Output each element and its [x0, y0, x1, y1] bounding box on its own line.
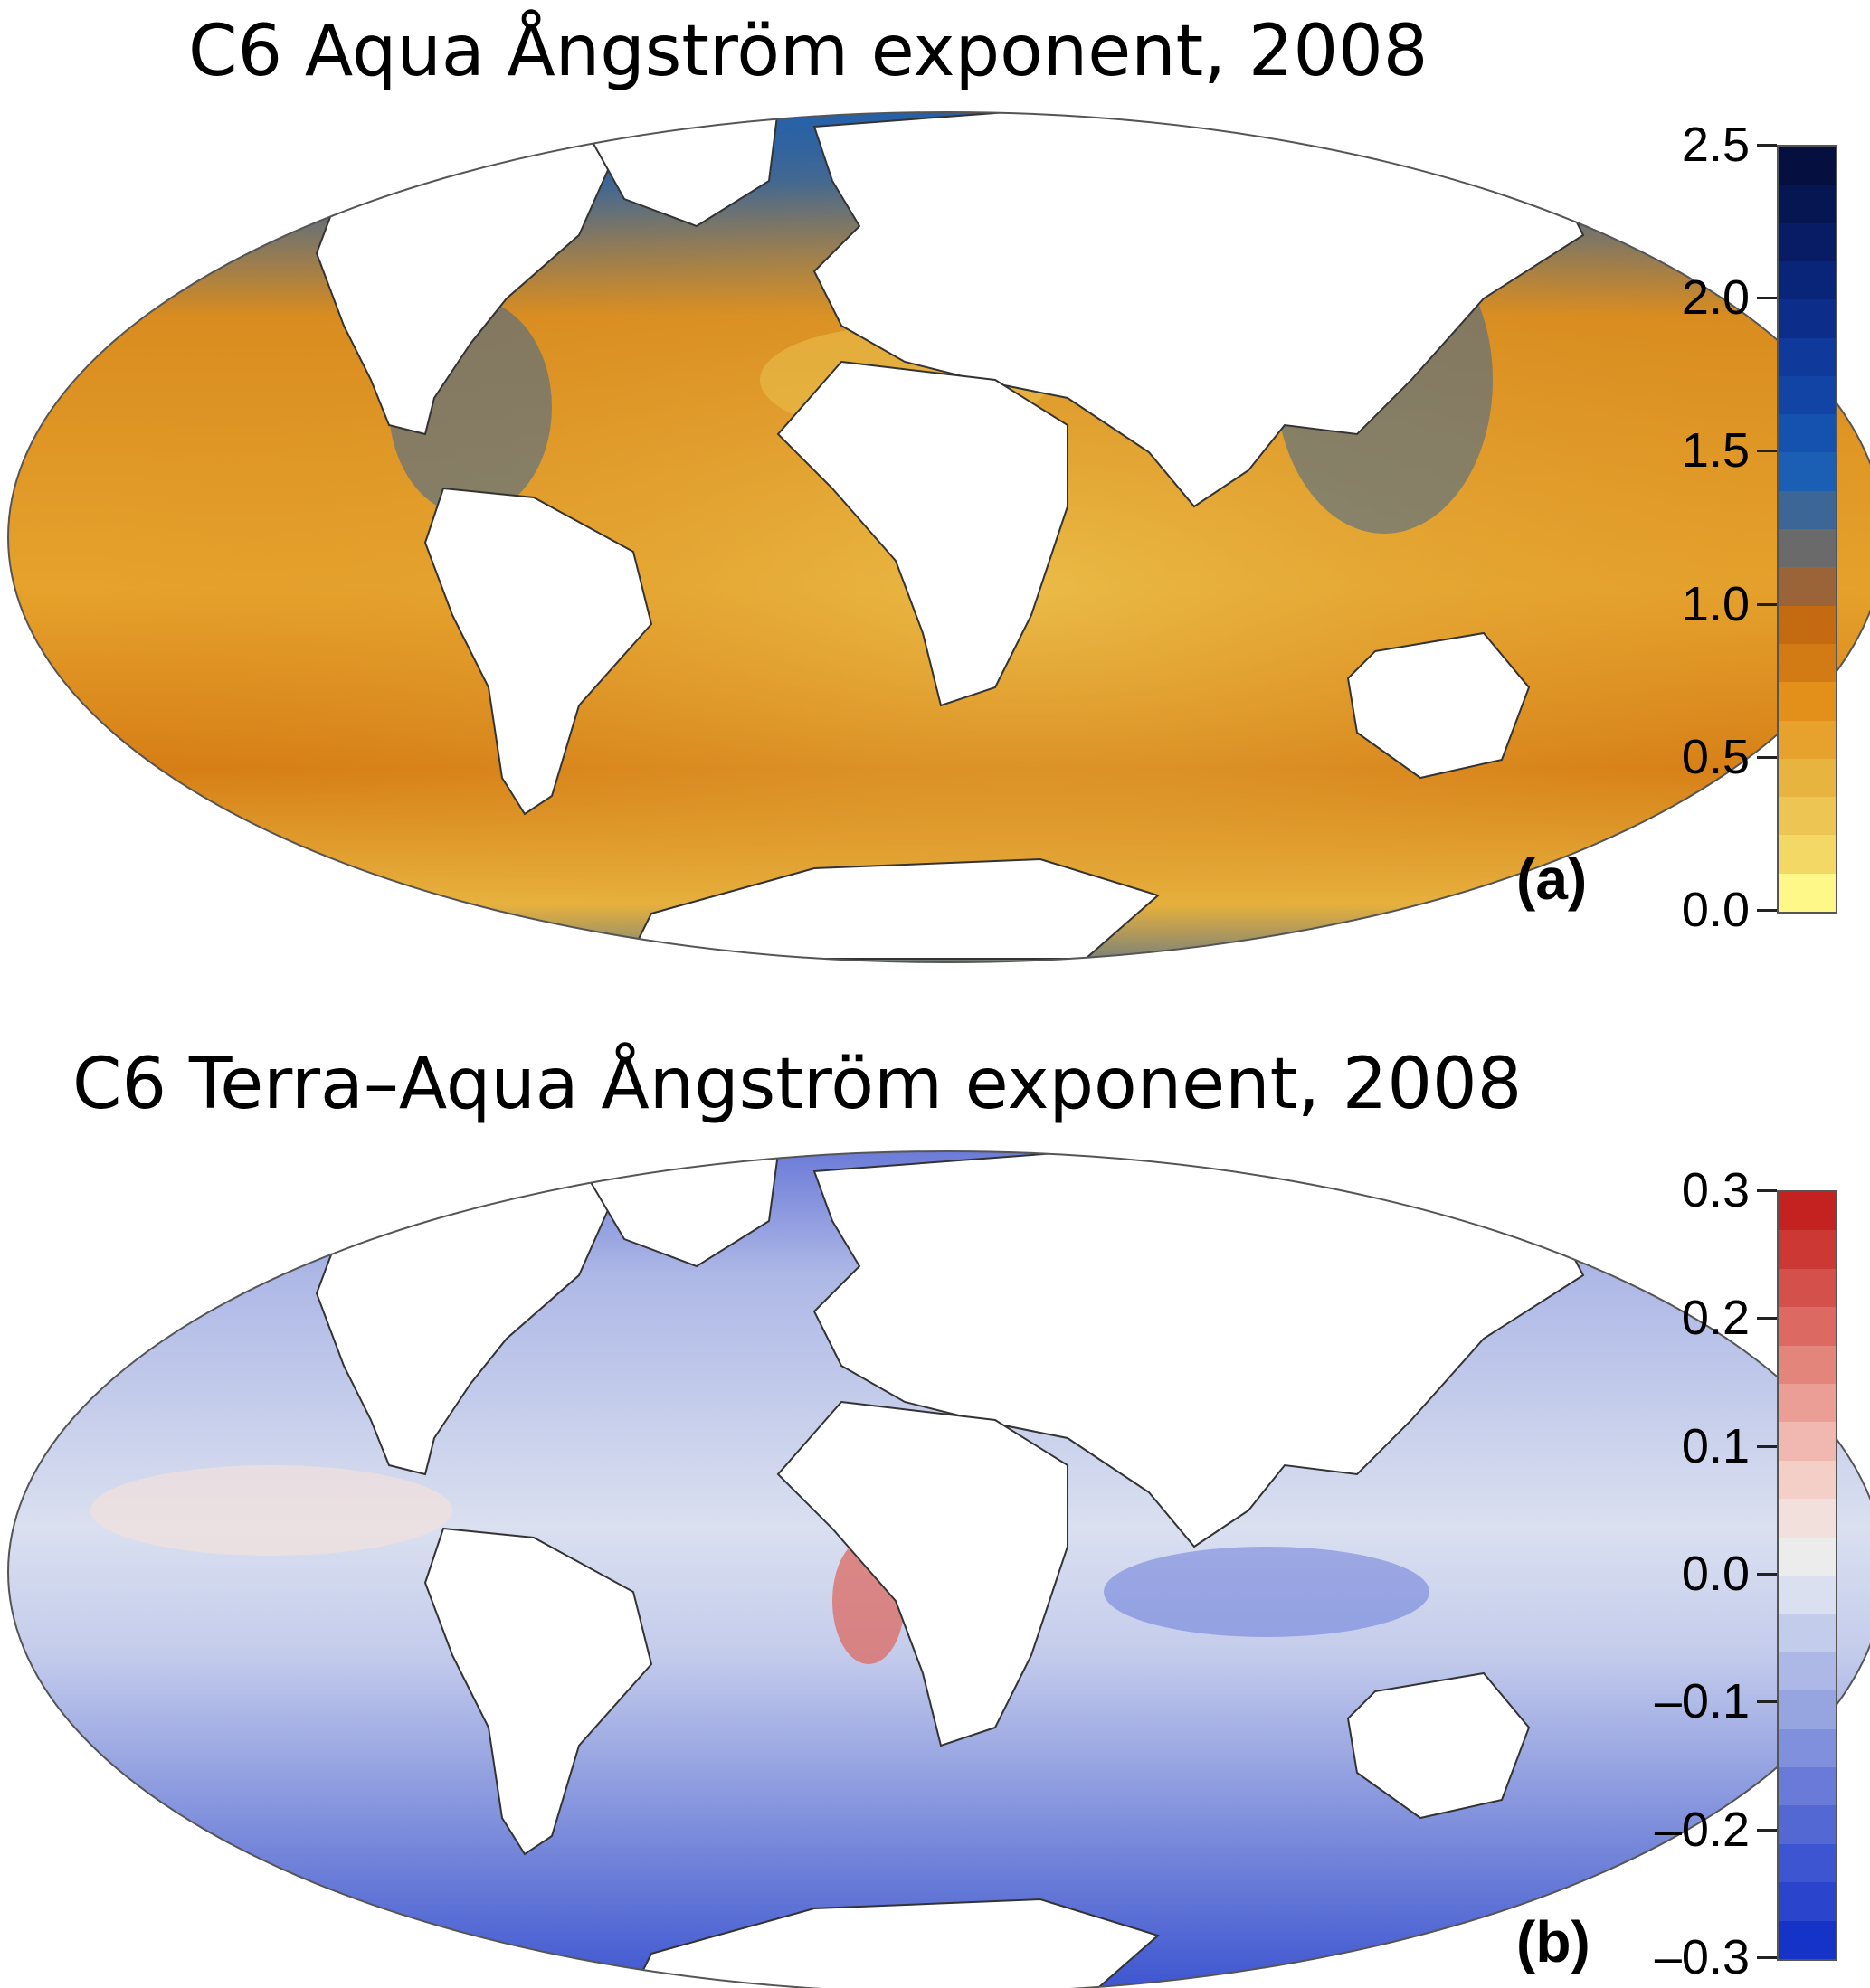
panel-b-colorbar-segment — [1779, 1652, 1836, 1691]
panel-a-colorbar-segment — [1779, 605, 1836, 644]
panel-a-colorbar-tick — [1757, 755, 1777, 759]
panel-a-colorbar-segment — [1779, 222, 1836, 261]
panel-a-map — [7, 111, 1870, 963]
panel-a-colorbar-tick-label: 1.0 — [1681, 576, 1750, 631]
panel-b-colorbar-tick — [1757, 1317, 1777, 1321]
panel-b-colorbar-segment — [1779, 1920, 1836, 1959]
panel-b-colorbar-tick-label: –0.1 — [1654, 1674, 1750, 1729]
panel-a-colorbar-segment — [1779, 184, 1836, 223]
panel-a-colorbar-tick-label: 0.0 — [1681, 883, 1750, 937]
panel-b-colorbar — [1777, 1190, 1837, 1961]
panel-a-colorbar-tick — [1757, 297, 1777, 300]
panel-a-colorbar-segment — [1779, 528, 1836, 568]
panel-a-title: C6 Aqua Ångström exponent, 2008 — [188, 11, 1429, 92]
panel-b-label: (b) — [1516, 1909, 1590, 1974]
panel-a-colorbar-segment — [1779, 834, 1836, 874]
panel-a-colorbar-tick-label: 1.5 — [1681, 423, 1750, 478]
panel-b-colorbar-tick — [1757, 1189, 1777, 1192]
panel-b-colorbar-segment — [1779, 1306, 1836, 1346]
panel-a-colorbar-segment — [1779, 873, 1836, 912]
panel-b-colorbar-tick — [1757, 1956, 1777, 1959]
panel-a-colorbar-tick — [1757, 602, 1777, 606]
panel-a-colorbar-tick-label: 0.5 — [1681, 729, 1750, 784]
panel-b-colorbar-tick-label: 0.2 — [1681, 1291, 1750, 1346]
panel-a-colorbar-segment — [1779, 758, 1836, 798]
panel-b-colorbar-segment — [1779, 1881, 1836, 1921]
panel-a-colorbar-segment — [1779, 375, 1836, 415]
panel-a-colorbar-tick — [1757, 144, 1777, 147]
panel-b-colorbar-segment — [1779, 1191, 1836, 1231]
panel-b-colorbar-segment — [1779, 1537, 1836, 1576]
panel-a-colorbar-segment — [1779, 298, 1836, 338]
panel-a-colorbar-segment — [1779, 796, 1836, 836]
panel-b-map-outline — [7, 1150, 1870, 1988]
panel-a-colorbar-segment — [1779, 146, 1836, 185]
panel-a-colorbar-segment — [1779, 451, 1836, 491]
panel-b-colorbar-segment — [1779, 1690, 1836, 1729]
panel-b-colorbar-segment — [1779, 1498, 1836, 1538]
panel-a-colorbar-segment — [1779, 337, 1836, 376]
panel-b-colorbar-segment — [1779, 1804, 1836, 1844]
panel-b-colorbar-segment — [1779, 1843, 1836, 1883]
panel-a-colorbar-segment — [1779, 566, 1836, 606]
panel-b-colorbar-tick-label: –0.3 — [1654, 1930, 1750, 1984]
panel-b-colorbar-tick-label: 0.3 — [1681, 1163, 1750, 1217]
panel-b-colorbar-tick — [1757, 1828, 1777, 1832]
panel-a-colorbar-segment — [1779, 260, 1836, 300]
panel-b-colorbar-segment — [1779, 1421, 1836, 1461]
panel-b-ocean-field — [8, 1151, 1870, 1988]
panel-a-colorbar-tick — [1757, 450, 1777, 453]
panel-b-colorbar-segment — [1779, 1575, 1836, 1614]
panel-a-colorbar-tick-label: 2.5 — [1681, 118, 1750, 172]
panel-a-colorbar — [1777, 145, 1837, 914]
panel-b-colorbar-tick — [1757, 1573, 1777, 1576]
panel-b-colorbar-segment — [1779, 1268, 1836, 1308]
panel-b-colorbar-segment — [1779, 1613, 1836, 1652]
panel-b-colorbar-tick — [1757, 1444, 1777, 1448]
panel-a-colorbar-segment — [1779, 490, 1836, 529]
panel-a-map-outline — [7, 111, 1870, 963]
panel-a-colorbar-segment — [1779, 681, 1836, 721]
panel-b-colorbar-segment — [1779, 1229, 1836, 1269]
panel-b-land — [315, 1151, 1585, 1988]
panel-a-colorbar-tick-label: 2.0 — [1681, 270, 1750, 326]
panel-b-colorbar-segment — [1779, 1460, 1836, 1500]
panel-b-title: C6 Terra–Aqua Ångström exponent, 2008 — [72, 1044, 1523, 1125]
panel-b-colorbar-tick-label: –0.2 — [1654, 1802, 1750, 1857]
panel-a-land — [315, 112, 1585, 960]
panel-b-colorbar-tick-label: 0.1 — [1681, 1418, 1750, 1473]
panel-a-colorbar-segment — [1779, 720, 1836, 759]
panel-a-colorbar-segment — [1779, 413, 1836, 453]
panel-a-label: (a) — [1516, 847, 1588, 912]
panel-b-colorbar-segment — [1779, 1728, 1836, 1767]
panel-b-colorbar-segment — [1779, 1383, 1836, 1423]
panel-a-colorbar-tick — [1757, 909, 1777, 912]
panel-a-ocean-field — [8, 112, 1870, 962]
panel-b-colorbar-segment — [1779, 1345, 1836, 1384]
panel-b-colorbar-segment — [1779, 1766, 1836, 1806]
panel-b-colorbar-tick-label: 0.0 — [1681, 1547, 1750, 1601]
panel-b-colorbar-tick — [1757, 1700, 1777, 1704]
panel-a-colorbar-segment — [1779, 643, 1836, 683]
